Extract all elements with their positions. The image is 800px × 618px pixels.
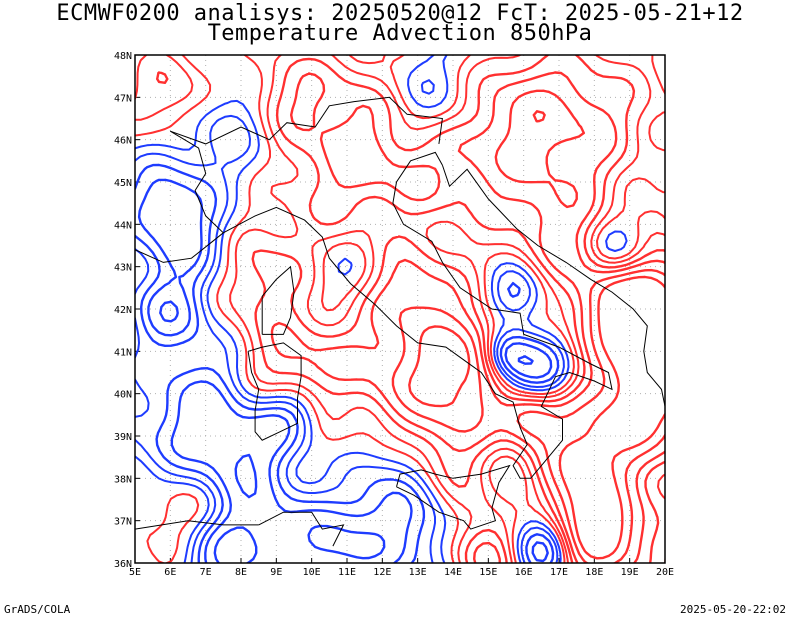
coastline (223, 151, 613, 479)
longitude-tick-labels: 5E 6E 7E 8E 9E 10E 11E 12E 13E 14E 15E 16E 17E 18E 19E… (129, 567, 674, 578)
lon-tick-label: 5E (129, 567, 141, 578)
lat-tick-label: 43N (114, 263, 132, 274)
lon-tick-label: 10E (303, 567, 321, 578)
lon-tick-label: 7E (200, 567, 212, 578)
lat-tick-label: 47N (114, 93, 132, 104)
lon-tick-label: 8E (235, 567, 247, 578)
lon-tick-label: 18E (585, 567, 603, 578)
warm-advection-contour (408, 110, 665, 560)
coastline (135, 232, 224, 263)
lat-tick-label: 46N (114, 136, 132, 147)
lon-tick-label: 11E (338, 567, 356, 578)
lon-tick-label: 12E (373, 567, 391, 578)
warm-advection-contour (156, 55, 665, 563)
cold-advection-contour (135, 163, 560, 563)
lon-tick-label: 16E (515, 567, 533, 578)
lat-tick-label: 36N (114, 559, 132, 570)
warm-advection-contour (135, 55, 665, 563)
latitude-tick-labels: 36N 37N 38N 39N 40N 41N 42N 43N 44N 45N 46N 47N 48N (114, 51, 132, 570)
lat-tick-label: 38N (114, 474, 132, 485)
coastline (258, 511, 345, 547)
map-subtitle: Temperature Advection 850hPa (207, 21, 593, 46)
lon-tick-label: 20E (656, 567, 674, 578)
coastline (170, 130, 224, 234)
lon-tick-label: 15E (479, 567, 497, 578)
lat-tick-label: 44N (114, 220, 132, 231)
lon-tick-label: 14E (444, 567, 462, 578)
warm-advection-contour (391, 89, 665, 563)
coastline (396, 464, 511, 530)
coastline (135, 520, 259, 530)
cold-advection-contour (135, 79, 565, 563)
map-title: ECMWF0200 analisys: 20250520@12 FcT: 202… (56, 1, 744, 26)
lat-tick-label: 37N (114, 517, 132, 528)
lon-tick-label: 9E (270, 567, 282, 578)
lon-tick-label: 6E (164, 567, 176, 578)
coastline (170, 96, 443, 145)
lon-tick-label: 19E (621, 567, 639, 578)
lat-tick-label: 40N (114, 390, 132, 401)
lat-tick-label: 42N (114, 305, 132, 316)
coastline (247, 342, 302, 441)
software-credit: GrADS/COLA (4, 603, 71, 616)
coastline (261, 265, 295, 335)
coastlines-borders (135, 96, 665, 547)
lon-tick-label: 17E (550, 567, 568, 578)
lat-tick-label: 45N (114, 178, 132, 189)
map-frame (134, 54, 666, 564)
cold-advection-contour (159, 300, 534, 563)
lat-tick-label: 48N (114, 51, 132, 62)
lat-tick-label: 41N (114, 347, 132, 358)
lat-tick-label: 39N (114, 432, 132, 443)
lon-tick-label: 13E (409, 567, 427, 578)
render-timestamp: 2025-05-20-22:02 (680, 603, 786, 616)
coastline (441, 164, 665, 407)
